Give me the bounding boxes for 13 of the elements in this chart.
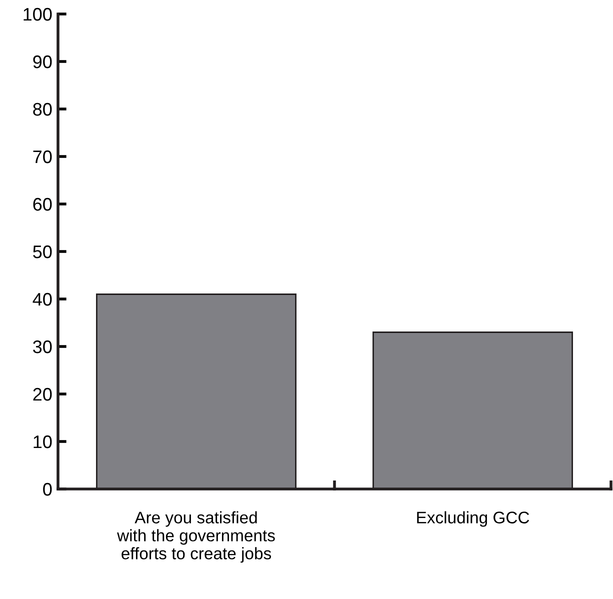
- y-tick-label: 20: [33, 388, 52, 401]
- y-tick-label: 10: [34, 435, 52, 448]
- y-tick-label: 60: [33, 198, 52, 211]
- y-tick-label: 70: [33, 150, 52, 164]
- y-tick-label: 30: [33, 340, 52, 354]
- y-tick-label: 40: [32, 292, 52, 306]
- y-tick-label: 0: [43, 482, 52, 496]
- y-tick-label: 100: [24, 8, 52, 21]
- y-tick-label: 90: [33, 55, 52, 68]
- y-tick-label: 80: [33, 102, 52, 116]
- x-tick-label: Are you satisfied with the governments efforts to create jobs: [117, 511, 275, 563]
- y-tick-label: 50: [33, 245, 52, 258]
- x-tick-label: Excluding GCC: [417, 511, 530, 527]
